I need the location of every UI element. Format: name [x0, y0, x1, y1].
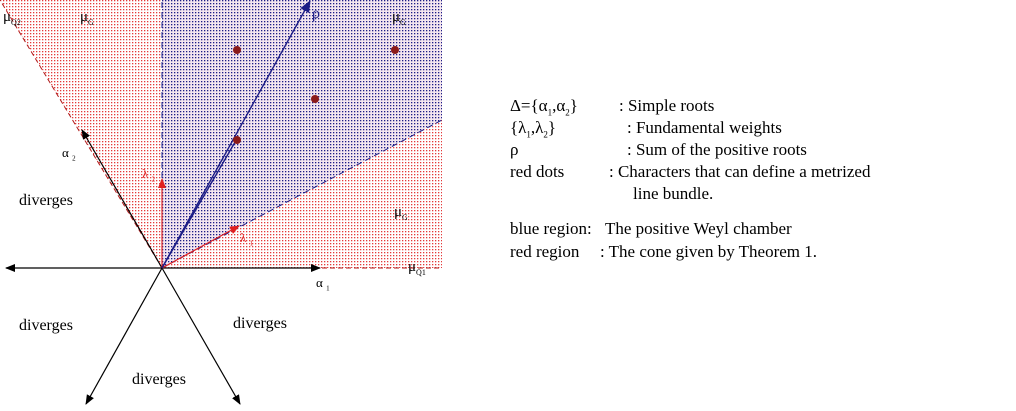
legend-symbol-fundamental-weights: {λ1,λ2}	[510, 118, 557, 140]
character-dot	[391, 46, 399, 54]
character-dot	[233, 136, 241, 144]
character-dot	[233, 46, 241, 54]
legend-symbol-red-region: red region	[510, 242, 580, 261]
lambda2-label: λ 2	[142, 166, 156, 184]
legend-desc-rho: : Sum of the positive roots	[627, 140, 807, 159]
rho-arrow	[161, 136, 239, 269]
neg-alpha2-arrow	[161, 267, 241, 405]
boundary-lambda1-axis	[161, 119, 443, 269]
boundary-mu-q2	[0, 0, 163, 269]
mu-q1-label: μQ1	[408, 259, 426, 277]
legend-desc-red-region: : The cone given by Theorem 1.	[600, 242, 818, 261]
legend-symbol-rho: ρ	[510, 140, 519, 159]
two-rho-arrow	[161, 0, 311, 269]
mu-g-top-right-label: μG	[392, 9, 406, 27]
legend-desc-red-dots: : Characters that can define a metrized	[609, 162, 871, 181]
legend-symbol-blue-region: blue region:	[510, 219, 592, 238]
alpha2-label: α 2	[62, 145, 76, 163]
legend-symbol-red-dots: red dots	[510, 162, 565, 181]
mu-q2-label: μQ2	[3, 9, 21, 27]
legend-desc-red-dots-cont: line bundle.	[633, 184, 714, 203]
neg-alpha1-alpha2-arrow	[85, 267, 163, 405]
legend-desc-fundamental-weights: : Fundamental weights	[627, 118, 782, 137]
rho-label: ρ	[312, 5, 320, 22]
lambda1-label: λ 1	[240, 230, 254, 248]
diverges-lower-left-label: diverges	[19, 317, 73, 334]
weyl-chamber-diagram	[0, 0, 443, 405]
legend-desc-blue-region: The positive Weyl chamber	[605, 219, 792, 238]
diverges-bottom-label: diverges	[132, 371, 186, 388]
alpha1-label: α 1	[316, 275, 330, 293]
diverges-left-label: diverges	[19, 192, 73, 209]
blue-region	[162, 0, 442, 268]
character-dot	[311, 95, 319, 103]
legend-symbol-simple-roots: Δ={α1,α2}	[510, 96, 578, 118]
mu-g-top-left-label: μG	[80, 9, 94, 27]
diverges-lower-right-label: diverges	[233, 315, 287, 332]
alpha2-arrow	[81, 129, 163, 269]
legend-desc-simple-roots: : Simple roots	[619, 96, 715, 115]
mu-g-right-label: μG	[394, 204, 408, 222]
lambda1-arrow	[161, 225, 240, 269]
